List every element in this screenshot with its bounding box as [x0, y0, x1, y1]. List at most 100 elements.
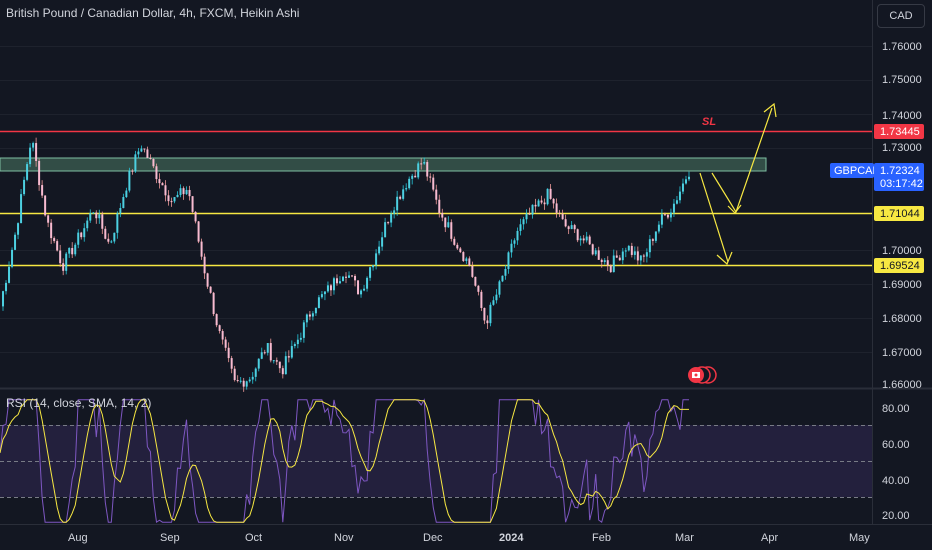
candle-body — [176, 194, 179, 198]
price-tick: 1.75000 — [882, 74, 922, 86]
candle-body — [387, 222, 390, 224]
candle-body — [591, 244, 594, 255]
time-tick: Mar — [675, 532, 694, 544]
price-axis[interactable]: 1.76000 1.75000 1.74000 1.73000 1.70000 … — [882, 41, 922, 391]
candle-body — [384, 222, 387, 238]
candle-body — [669, 212, 672, 218]
candle-body — [47, 215, 50, 223]
candle-body — [140, 148, 143, 152]
current-price-text: 1.72324 — [880, 165, 920, 177]
candle-body — [278, 361, 281, 369]
candle-body — [519, 224, 522, 231]
sl-price-tag — [874, 124, 924, 139]
support1-price-tag — [874, 206, 924, 221]
candle-body — [477, 285, 480, 292]
candle-body — [432, 177, 435, 190]
candle-body — [654, 231, 657, 241]
candle-body — [110, 241, 113, 243]
price-tick: 1.68000 — [882, 313, 922, 325]
candle-body — [128, 170, 131, 191]
candle-body — [567, 226, 570, 230]
candle-body — [597, 250, 600, 260]
candle-body — [113, 232, 116, 242]
candle-body — [152, 158, 155, 167]
rsi-tick: 20.00 — [882, 510, 910, 522]
candle-body — [104, 228, 107, 239]
time-axis[interactable]: Aug Sep Oct Nov Dec 2024 Feb Mar Apr May — [68, 532, 870, 544]
candle-body — [179, 188, 182, 195]
candle-body — [642, 255, 645, 257]
rsi-signal-line[interactable] — [0, 399, 689, 523]
rsi-line[interactable] — [0, 398, 689, 524]
candle-body — [170, 201, 173, 203]
candle-body — [50, 222, 53, 239]
candle-body — [372, 265, 375, 268]
candle-body — [134, 154, 137, 172]
candle-body — [80, 232, 83, 238]
candle-body — [53, 238, 56, 242]
candle-body — [675, 200, 678, 204]
candle-body — [549, 188, 552, 199]
resistance-zone[interactable] — [0, 157, 767, 172]
rsi-tick: 40.00 — [882, 475, 910, 487]
projection-path-down — [699, 172, 729, 263]
candle-body — [224, 339, 227, 348]
rsi-axis[interactable]: 80.00 60.00 40.00 20.00 — [882, 403, 910, 522]
candle-body — [158, 179, 161, 184]
countdown-text: 03:17:42 — [880, 178, 923, 190]
candles-series — [2, 137, 690, 392]
candle-body — [396, 196, 399, 211]
candle-body — [173, 197, 176, 202]
time-tick: Apr — [761, 532, 778, 544]
candle-body — [555, 203, 558, 213]
candle-body — [450, 222, 453, 239]
candle-body — [666, 214, 669, 218]
candle-body — [516, 230, 519, 241]
time-tick: Sep — [160, 532, 180, 544]
candle-body — [38, 160, 41, 186]
candle-body — [552, 198, 555, 204]
candle-body — [468, 258, 471, 266]
candle-body — [525, 213, 528, 220]
candle-body — [510, 243, 513, 253]
candle-body — [615, 255, 618, 258]
candle-body — [417, 163, 420, 178]
time-tick: Aug — [68, 532, 88, 544]
candle-body — [465, 258, 468, 261]
candle-body — [209, 286, 212, 293]
candle-body — [227, 347, 230, 359]
candle-body — [329, 285, 332, 291]
candle-body — [185, 189, 188, 195]
candle-body — [438, 199, 441, 213]
price-tick: 1.70000 — [882, 245, 922, 257]
candle-body — [483, 307, 486, 321]
events-marker-icon[interactable] — [688, 366, 717, 384]
candle-body — [420, 163, 423, 165]
candle-body — [218, 325, 221, 332]
candle-body — [348, 275, 351, 278]
candle-body — [167, 195, 170, 202]
time-tick: Oct — [245, 532, 262, 544]
candle-body — [558, 212, 561, 214]
candle-body — [681, 183, 684, 192]
candle-body — [341, 276, 344, 282]
candle-body — [212, 292, 215, 315]
candle-body — [513, 240, 516, 244]
currency-button[interactable]: CAD — [877, 4, 925, 28]
candle-body — [98, 214, 101, 219]
candle-body — [188, 189, 191, 197]
projection-arrows[interactable] — [699, 102, 777, 266]
rsi-tick: 80.00 — [882, 403, 910, 415]
candle-body — [239, 380, 242, 382]
candle-body — [221, 331, 224, 340]
candle-body — [41, 185, 44, 196]
candle-body — [456, 244, 459, 249]
candle-body — [305, 314, 308, 323]
candle-body — [56, 241, 59, 251]
support2-price-text: 1.69524 — [880, 260, 920, 272]
candle-body — [651, 239, 654, 241]
candle-body — [245, 381, 248, 387]
candle-body — [71, 248, 74, 255]
candle-body — [164, 185, 167, 196]
